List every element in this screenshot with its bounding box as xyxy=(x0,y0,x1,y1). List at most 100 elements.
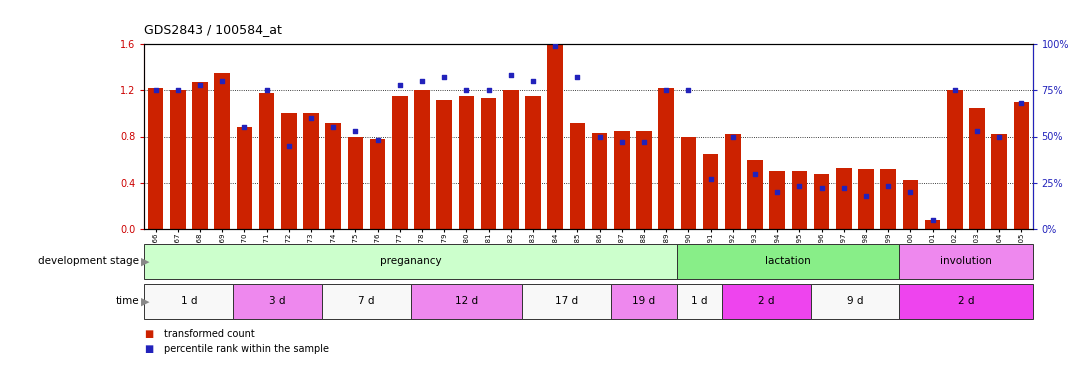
Point xyxy=(813,185,830,191)
Point xyxy=(613,139,630,145)
Bar xyxy=(899,244,1033,279)
Point xyxy=(857,193,874,199)
Bar xyxy=(281,113,296,229)
Bar xyxy=(437,99,452,229)
Point xyxy=(968,128,985,134)
Point xyxy=(591,133,608,139)
Point xyxy=(524,78,541,84)
Bar xyxy=(414,90,430,229)
Bar xyxy=(548,44,563,229)
Point xyxy=(347,128,364,134)
Point xyxy=(458,87,475,93)
Bar xyxy=(792,171,807,229)
Point xyxy=(235,124,253,130)
Bar xyxy=(677,284,721,319)
Point xyxy=(1013,100,1030,106)
Text: ▶: ▶ xyxy=(141,296,150,306)
Point xyxy=(480,87,498,93)
Point xyxy=(702,176,719,182)
Point xyxy=(258,87,275,93)
Bar xyxy=(722,284,811,319)
Point xyxy=(369,137,386,143)
Point xyxy=(991,133,1008,139)
Point xyxy=(946,87,963,93)
Bar xyxy=(303,113,319,229)
Bar xyxy=(525,96,540,229)
Bar xyxy=(947,90,963,229)
Bar xyxy=(658,88,674,229)
Bar xyxy=(681,136,697,229)
Bar xyxy=(503,90,519,229)
Point xyxy=(636,139,653,145)
Text: GDS2843 / 100584_at: GDS2843 / 100584_at xyxy=(144,23,282,36)
Bar xyxy=(836,168,852,229)
Bar xyxy=(592,133,608,229)
Bar xyxy=(170,90,185,229)
Bar xyxy=(459,96,474,229)
Text: ■: ■ xyxy=(144,329,154,339)
Bar xyxy=(725,134,740,229)
Bar xyxy=(924,220,941,229)
Point xyxy=(569,74,586,80)
Bar xyxy=(144,284,233,319)
Point xyxy=(679,87,697,93)
Bar xyxy=(611,284,677,319)
Bar xyxy=(814,174,829,229)
Bar xyxy=(522,284,611,319)
Bar xyxy=(811,284,899,319)
Bar xyxy=(769,171,785,229)
Text: 19 d: 19 d xyxy=(632,296,656,306)
Bar xyxy=(992,134,1007,229)
Text: ▶: ▶ xyxy=(141,257,150,266)
Point xyxy=(192,82,209,88)
Point xyxy=(924,217,942,223)
Bar xyxy=(214,73,230,229)
Bar xyxy=(903,180,918,229)
Point xyxy=(768,189,785,195)
Bar xyxy=(899,284,1033,319)
Text: 1 d: 1 d xyxy=(181,296,197,306)
Text: 17 d: 17 d xyxy=(554,296,578,306)
Point xyxy=(791,184,808,190)
Point xyxy=(502,72,519,78)
Point xyxy=(214,78,231,84)
Bar xyxy=(348,136,363,229)
Bar xyxy=(411,284,522,319)
Bar xyxy=(392,96,408,229)
Point xyxy=(324,124,341,130)
Bar xyxy=(259,93,274,229)
Text: 7 d: 7 d xyxy=(358,296,374,306)
Text: 2 d: 2 d xyxy=(958,296,974,306)
Text: lactation: lactation xyxy=(765,257,811,266)
Point xyxy=(413,78,430,84)
Point xyxy=(435,74,453,80)
Text: percentile rank within the sample: percentile rank within the sample xyxy=(164,344,328,354)
Text: 2 d: 2 d xyxy=(758,296,775,306)
Bar xyxy=(747,160,763,229)
Point xyxy=(902,189,919,195)
Text: 3 d: 3 d xyxy=(270,296,286,306)
Bar xyxy=(325,122,341,229)
Point xyxy=(747,170,764,177)
Text: ■: ■ xyxy=(144,344,154,354)
Text: involution: involution xyxy=(941,257,992,266)
Bar xyxy=(677,244,899,279)
Text: development stage: development stage xyxy=(39,257,139,266)
Bar xyxy=(236,127,253,229)
Point xyxy=(547,43,564,49)
Bar xyxy=(637,131,652,229)
Bar xyxy=(614,131,629,229)
Bar xyxy=(148,88,164,229)
Point xyxy=(658,87,675,93)
Text: 1 d: 1 d xyxy=(691,296,707,306)
Point xyxy=(880,184,897,190)
Point xyxy=(169,87,186,93)
Bar xyxy=(569,122,585,229)
Text: transformed count: transformed count xyxy=(164,329,255,339)
Bar xyxy=(969,108,984,229)
Bar xyxy=(322,284,411,319)
Bar xyxy=(858,169,874,229)
Text: preganancy: preganancy xyxy=(380,257,442,266)
Point xyxy=(836,185,853,191)
Point xyxy=(303,115,320,121)
